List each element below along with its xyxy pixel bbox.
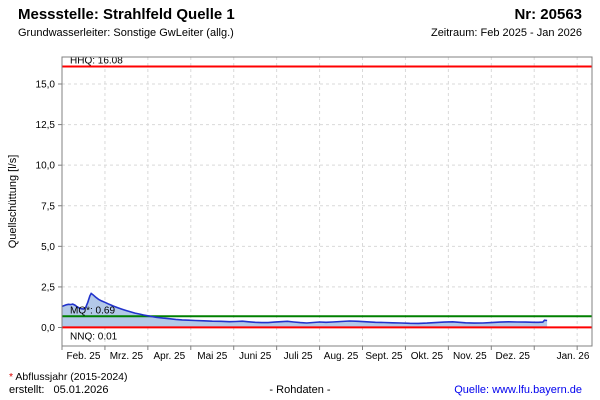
x-month-label: Sept. 25 <box>365 351 403 362</box>
station-number: Nr: 20563 <box>514 6 582 23</box>
x-month-label: Okt. 25 <box>411 351 444 362</box>
source-link[interactable]: Quelle: www.lfu.bayern.de <box>454 384 582 396</box>
period-label: Zeitraum: Feb 2025 - Jan 2026 <box>430 27 582 39</box>
x-month-label: Jan. 26 <box>557 351 590 362</box>
created-date: 05.01.2026 <box>53 384 109 396</box>
y-tick-label: 10,0 <box>36 161 56 172</box>
created-label: erstellt: <box>9 384 45 396</box>
y-tick-label: 12,5 <box>36 120 56 131</box>
footnote-asterisk: * <box>9 371 14 383</box>
y-axis: 0,0 2,5 5,0 7,5 10,0 12,5 15,0 <box>36 80 62 334</box>
y-tick-label: 5,0 <box>41 242 55 253</box>
plot-border <box>61 56 593 347</box>
footnote-text: Abflussjahr (2015-2024) <box>13 371 128 383</box>
y-tick-label: 7,5 <box>41 201 55 212</box>
x-month-label: Feb. 25 <box>67 351 101 362</box>
created-line: erstellt: 05.01.2026 <box>9 384 109 396</box>
footnote: * Abflussjahr (2015-2024) <box>9 371 128 383</box>
nnq-label: NNQ: 0.01 <box>70 331 118 342</box>
x-axis: Feb. 25 Mrz. 25 Apr. 25 Mai 25 Juni 25 Juli 2… <box>61 346 590 362</box>
x-month-label: Juni 25 <box>239 351 272 362</box>
rohdaten-label: - Rohdaten - <box>269 384 331 396</box>
x-month-label: Aug. 25 <box>324 351 359 362</box>
y-axis-title: Quellschüttung [l/s] <box>7 155 19 249</box>
x-month-label: Juli 25 <box>284 351 313 362</box>
y-tick-label: 2,5 <box>41 282 55 293</box>
x-month-label: Apr. 25 <box>153 351 185 362</box>
discharge-area <box>62 293 548 328</box>
mq-label: MQ*: 0.69 <box>70 305 115 316</box>
hhq-label: HHQ: 16.08 <box>70 55 123 66</box>
aquifer-label: Grundwasserleiter: Sonstige GwLeiter (al… <box>18 27 234 39</box>
x-month-label: Mrz. 25 <box>110 351 144 362</box>
page-title: Messstelle: Strahlfeld Quelle 1 <box>18 6 235 23</box>
y-tick-label: 15,0 <box>36 80 56 91</box>
gridlines <box>62 57 592 346</box>
y-tick-label: 0,0 <box>41 323 55 334</box>
x-month-label: Mai 25 <box>197 351 227 362</box>
x-month-label: Dez. 25 <box>496 351 531 362</box>
x-month-label: Nov. 25 <box>453 351 487 362</box>
discharge-line <box>61 292 548 325</box>
reference-lines <box>62 65 592 329</box>
